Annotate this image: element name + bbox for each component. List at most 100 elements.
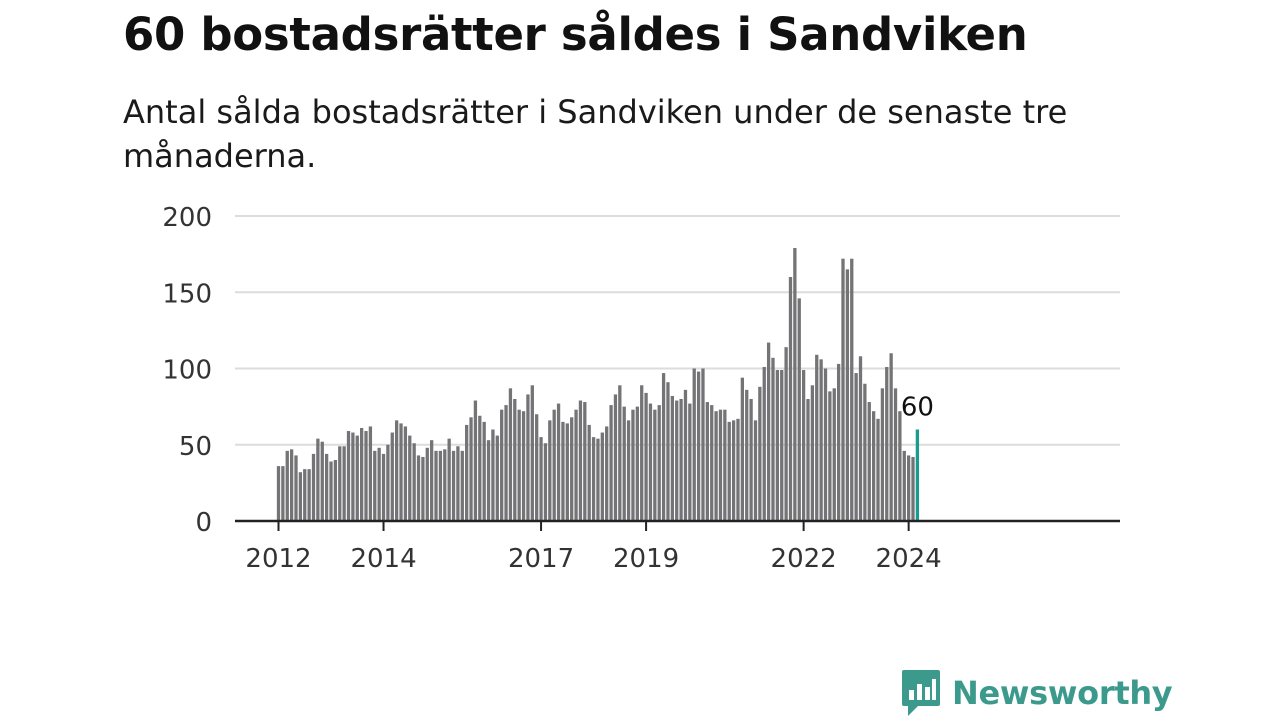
bar: [718, 409, 723, 521]
bar: [307, 469, 311, 521]
bar: [626, 420, 631, 521]
bar: [740, 377, 745, 521]
bar: [780, 370, 784, 521]
bar: [631, 409, 635, 521]
bar: [500, 409, 504, 521]
bar: [806, 399, 810, 521]
bar: [338, 446, 342, 521]
bar: [679, 399, 683, 521]
bar: [889, 353, 893, 521]
highlighted-bar: [915, 429, 920, 521]
x-tick-label: 2017: [508, 544, 574, 574]
bar: [333, 460, 338, 521]
bar: [753, 420, 758, 521]
bar: [683, 389, 688, 521]
bar: [281, 466, 285, 521]
bar: [845, 269, 850, 521]
bar: [504, 405, 508, 521]
bar: [395, 420, 399, 521]
x-tick-label: 2022: [771, 544, 837, 574]
bar: [745, 389, 749, 521]
bar: [377, 447, 381, 521]
bar: [692, 368, 696, 521]
bar: [640, 385, 644, 521]
bar: [911, 456, 915, 521]
bar: [539, 437, 543, 521]
bar: [456, 446, 460, 521]
bar: [618, 385, 622, 521]
bar: [836, 363, 841, 521]
bar: [320, 441, 324, 521]
bar: [535, 414, 539, 521]
bar: [648, 403, 653, 521]
bar: [867, 402, 871, 521]
bar: [517, 409, 521, 521]
bar: [421, 456, 425, 521]
bar: [430, 440, 434, 521]
bar: [285, 450, 289, 521]
bar: [609, 405, 613, 521]
bar: [368, 426, 373, 521]
bar: [771, 357, 775, 521]
brand-logo: Newsworthy: [900, 668, 1173, 718]
chart-subtitle: Antal sålda bostadsrätter i Sandviken un…: [123, 93, 1068, 175]
bar: [434, 450, 438, 521]
bar: [666, 382, 670, 521]
bar: [342, 446, 346, 521]
y-tick-label: 0: [195, 508, 212, 538]
bar: [841, 258, 845, 521]
bar: [622, 406, 626, 521]
y-tick-label: 50: [179, 432, 212, 462]
bar: [508, 388, 513, 521]
y-tick-label: 100: [162, 356, 212, 386]
bar: [390, 432, 394, 521]
bar: [324, 453, 329, 521]
bar: [823, 368, 828, 521]
bar: [565, 423, 569, 521]
bar: [316, 438, 320, 521]
bar: [797, 298, 801, 521]
bar: [731, 420, 736, 521]
bar: [355, 435, 359, 521]
bar: [705, 402, 709, 521]
bar: [548, 420, 552, 521]
bar: [521, 411, 526, 521]
bar: [408, 435, 412, 521]
bar: [469, 417, 473, 521]
bar: [701, 368, 705, 521]
newsworthy-logo-icon: [902, 670, 940, 716]
bar: [303, 469, 307, 521]
bar: [661, 373, 666, 521]
bar: [832, 388, 836, 521]
bar: [635, 406, 639, 521]
bar: [526, 394, 530, 521]
bar: [386, 444, 390, 521]
bar: [298, 472, 303, 521]
bar: [600, 432, 604, 521]
bar: [696, 371, 701, 521]
bar: [675, 400, 679, 521]
bar: [570, 417, 574, 521]
bar: [482, 421, 486, 521]
x-tick-label: 2024: [876, 544, 942, 574]
bar: [762, 366, 766, 521]
bar: [596, 438, 600, 521]
bar: [850, 258, 854, 521]
bar: [670, 395, 674, 521]
bar: [578, 400, 583, 521]
bar: [543, 443, 548, 521]
x-tick-label: 2019: [613, 544, 679, 574]
bar: [561, 421, 565, 521]
highlight-value-label: 60: [901, 393, 934, 423]
bar: [657, 405, 661, 521]
bar: [486, 440, 491, 521]
bar: [351, 432, 355, 521]
y-tick-label: 200: [162, 203, 212, 233]
bar: [381, 453, 386, 521]
bar: [714, 411, 718, 521]
bar: [810, 385, 815, 521]
bar: [587, 424, 591, 521]
bar: [276, 466, 281, 521]
